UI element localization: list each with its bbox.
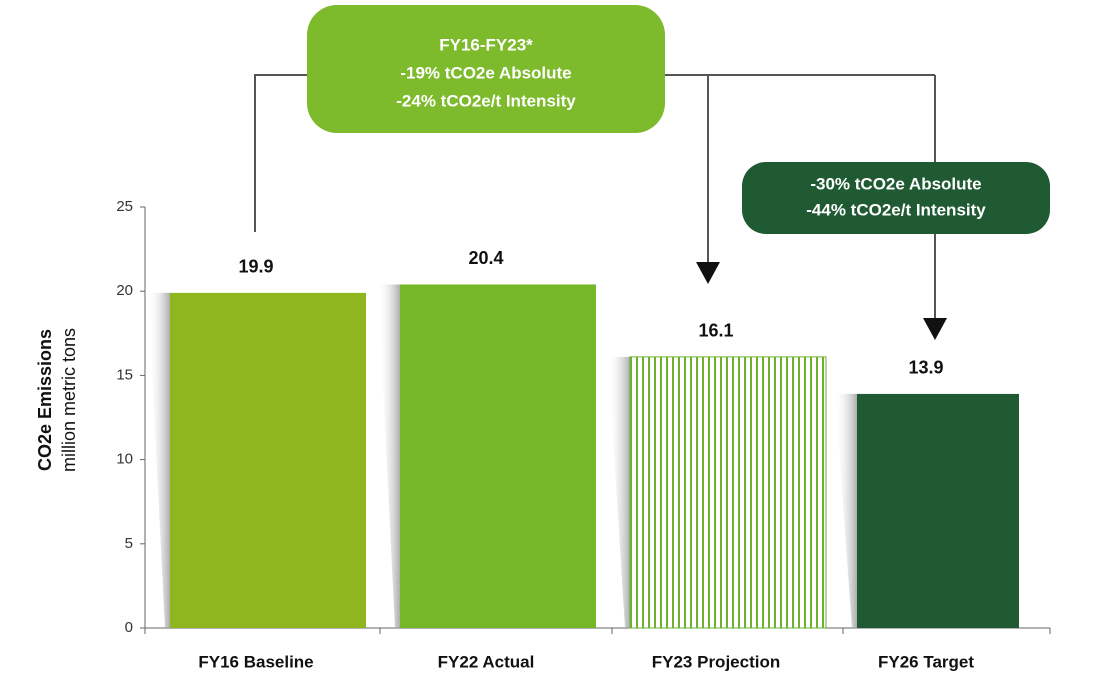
y-axis-title: CO2e Emissions million metric tons [35, 328, 79, 472]
y-tick-label: 15 [116, 366, 133, 383]
y-label: million metric tons [59, 328, 79, 472]
bar-shadow [148, 292, 170, 628]
bar-shadow [835, 393, 857, 628]
annotation-text: -24% tCO2e/t Intensity [396, 91, 576, 110]
value-label: 16.1 [698, 321, 733, 341]
bar [629, 356, 827, 629]
annotation-box [307, 5, 665, 133]
y-tick-label: 0 [125, 619, 133, 636]
value-label: 19.9 [238, 257, 273, 277]
value-label: 20.4 [468, 248, 503, 268]
annotation-text: -44% tCO2e/t Intensity [806, 200, 986, 219]
y-tick-label: 20 [116, 282, 133, 299]
arrow-head [696, 262, 720, 284]
arrow-head [923, 318, 947, 340]
annotation-text: -19% tCO2e Absolute [400, 63, 571, 82]
bar [400, 284, 596, 628]
bar-shadow [378, 284, 400, 628]
bar [857, 393, 1019, 628]
annotation-text: FY16-FY23* [439, 35, 533, 54]
y-tick-label: 5 [125, 535, 133, 552]
bar [170, 292, 366, 628]
annotation-text: -30% tCO2e Absolute [810, 174, 981, 193]
bar-shadow [608, 356, 630, 628]
x-tick-label: FY16 Baseline [198, 652, 313, 671]
y-tick-label: 10 [116, 451, 133, 468]
y-label-bold: CO2e Emissions [35, 329, 55, 471]
value-label: 13.9 [908, 358, 943, 378]
annotation-box [742, 162, 1050, 234]
x-tick-label: FY26 Target [878, 652, 974, 671]
x-tick-label: FY23 Projection [652, 652, 780, 671]
x-tick-label: FY22 Actual [438, 652, 535, 671]
y-tick-label: 25 [116, 198, 133, 215]
